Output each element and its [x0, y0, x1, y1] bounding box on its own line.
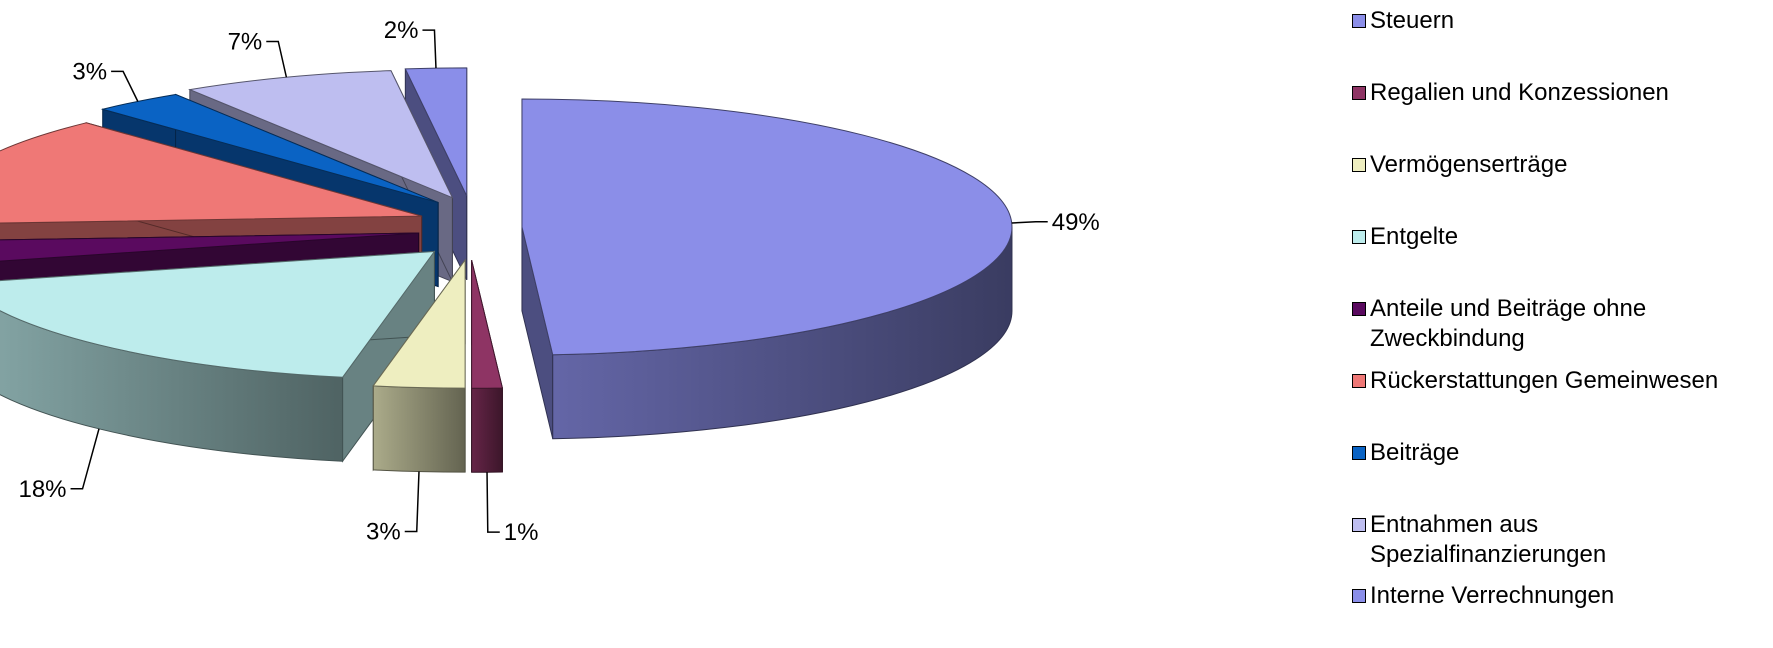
legend-label: Beiträge	[1370, 439, 1460, 466]
leader-line	[422, 29, 437, 69]
pie-slice-vermogensertrage	[372, 258, 466, 473]
leader-line	[404, 471, 420, 533]
pie-slice-steuern	[521, 98, 1013, 440]
data-label-regalien-und-konzessionen: 1%	[504, 519, 539, 546]
legend-label: Anteile und Beiträge ohne Zweckbindung	[1370, 295, 1647, 352]
data-label-steuern: 49%	[1052, 209, 1100, 236]
legend-swatch	[1352, 589, 1366, 603]
data-label-entnahmen-aus-spezialfinanzierungen: 7%	[228, 28, 263, 55]
leader-line	[70, 428, 100, 490]
legend-swatch	[1352, 86, 1366, 100]
legend-swatch	[1352, 374, 1366, 388]
legend-swatch	[1352, 446, 1366, 460]
data-label-entgelte: 18%	[18, 476, 66, 503]
legend-label: Regalien und Konzessionen	[1370, 79, 1669, 106]
data-label-interne-verrechnungen: 2%	[384, 17, 419, 44]
legend-item-regalien-und-konzessionen: Regalien und Konzessionen	[1352, 78, 1760, 108]
legend-label: Vermögenserträge	[1370, 151, 1568, 178]
pie-slice-entgelte	[0, 249, 436, 463]
legend-label: Entgelte	[1370, 223, 1459, 250]
data-label-vermogensertrage: 3%	[366, 519, 401, 546]
legend-item-steuern: Steuern	[1352, 6, 1760, 36]
leader-line	[1011, 221, 1048, 224]
data-label-beitrage: 3%	[72, 58, 107, 85]
leader-line	[266, 40, 288, 78]
legend-item-vermogensertrage: Vermögenserträge	[1352, 150, 1760, 180]
legend-label: Entnahmen aus Spezialfinanzierungen	[1370, 511, 1607, 568]
legend-swatch	[1352, 230, 1366, 244]
legend-swatch	[1352, 14, 1366, 28]
legend-item-entnahmen-aus-spezialfinanzierungen: Entnahmen aus Spezialfinanzierungen	[1352, 510, 1760, 570]
leader-line	[486, 472, 500, 533]
legend-label: Steuern	[1370, 7, 1455, 34]
legend-swatch	[1352, 158, 1366, 172]
legend-item-interne-verrechnungen: Interne Verrechnungen	[1352, 581, 1760, 611]
legend-swatch	[1352, 302, 1366, 316]
legend-item-ruckerstattungen-gemeinwesen: Rückerstattungen Gemeinwesen	[1352, 366, 1760, 396]
legend-item-entgelte: Entgelte	[1352, 222, 1760, 252]
legend-item-anteile-und-beitrage-ohne-zweckbindung: Anteile und Beiträge ohne Zweckbindung	[1352, 294, 1760, 354]
legend-label: Interne Verrechnungen	[1370, 582, 1615, 609]
pie-slice-regalien-und-konzessionen	[471, 260, 504, 473]
leader-line	[111, 70, 139, 102]
legend-item-beitrage: Beiträge	[1352, 438, 1760, 468]
legend-swatch	[1352, 518, 1366, 532]
pie-chart: 49%1%3%18%3%14%3%7%2%	[0, 17, 1100, 546]
legend-label: Rückerstattungen Gemeinwesen	[1370, 367, 1719, 394]
